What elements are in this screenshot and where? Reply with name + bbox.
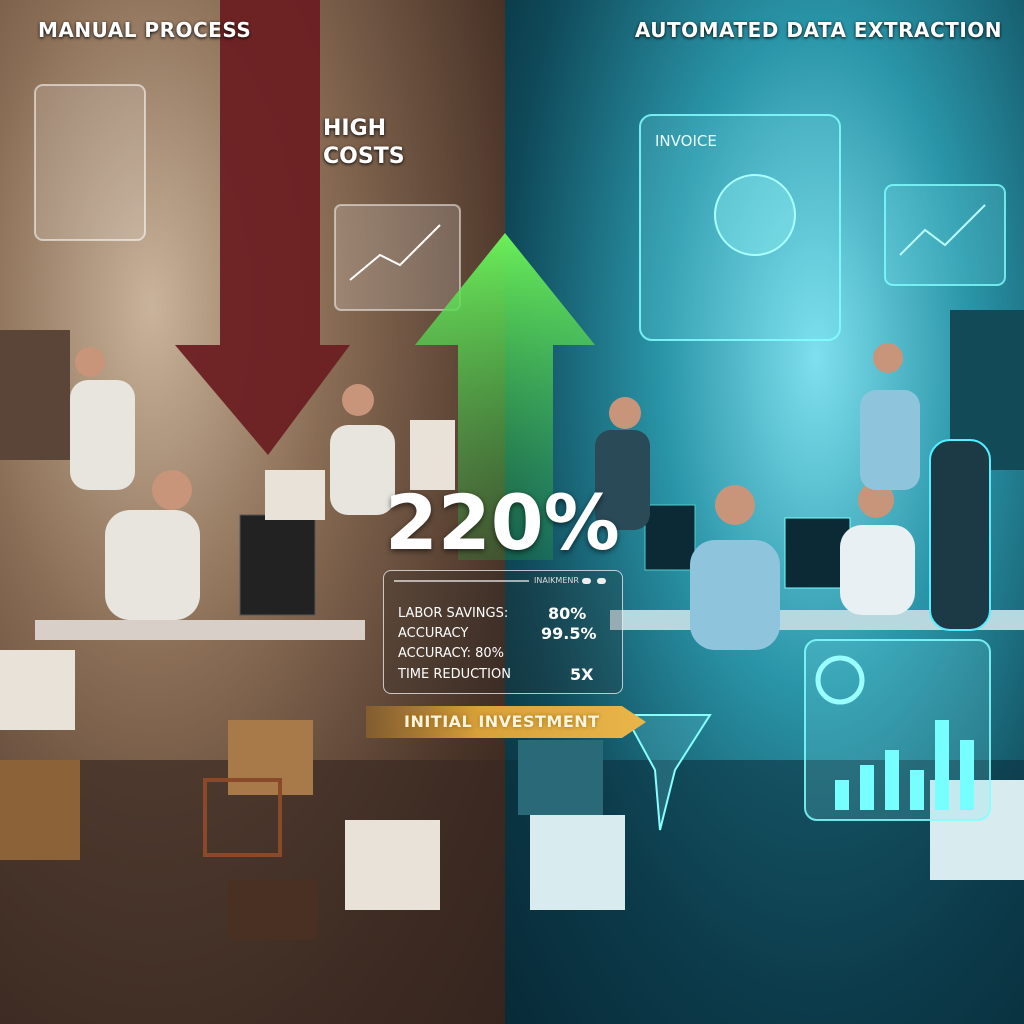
manual-process-heading: MANUAL PROCESS <box>38 18 252 42</box>
stat-value: 5X <box>570 665 594 684</box>
chart-hologram-line <box>899 204 986 256</box>
left-chart-panel <box>34 84 146 241</box>
left-growth-panel <box>334 204 461 311</box>
stats-panel: INAIKMENR LABOR SAVINGS: 80% ACCURACY 99… <box>383 570 623 694</box>
robot-arm <box>929 439 991 631</box>
chart-hologram <box>884 184 1006 286</box>
stat-value: 99.5% <box>541 624 597 643</box>
high-costs-line2: COSTS <box>323 144 405 169</box>
stat-label: LABOR SAVINGS: <box>398 606 509 621</box>
server-box <box>518 740 603 815</box>
roi-percentage: 220% <box>385 478 620 567</box>
left-monitor <box>239 514 316 616</box>
up-arrow-roi <box>415 233 595 560</box>
automated-workers <box>595 343 920 650</box>
manual-workers <box>70 347 395 620</box>
left-shelf <box>0 330 70 460</box>
stat-label: ACCURACY <box>398 626 469 641</box>
initial-investment-label: INITIAL INVESTMENT <box>404 712 600 731</box>
cardboard-box <box>228 720 313 795</box>
left-desk <box>35 620 365 640</box>
high-costs-label: HIGH COSTS <box>323 115 405 171</box>
high-costs-line1: HIGH <box>323 116 387 141</box>
automated-extraction-heading: AUTOMATED DATA EXTRACTION <box>634 18 1002 42</box>
funnel-hologram <box>623 714 712 831</box>
cardboard-box <box>0 760 80 860</box>
stat-label: TIME REDUCTION <box>398 667 511 682</box>
magnifier-hologram <box>714 174 796 256</box>
stat-row-accuracy: ACCURACY 99.5% <box>398 624 613 643</box>
stat-row-time-reduction: TIME REDUCTION 5X <box>398 665 613 684</box>
invoice-title: INVOICE <box>655 132 717 150</box>
stat-row-accuracy-manual: ACCURACY: 80% <box>398 646 613 661</box>
invoice-hologram <box>639 114 841 341</box>
stat-label: ACCURACY: 80% <box>398 646 504 661</box>
stats-header-bar <box>394 580 529 582</box>
panel-dot-icon <box>597 578 606 584</box>
right-paper-stack <box>530 815 625 910</box>
stat-row-labor-savings: LABOR SAVINGS: 80% <box>398 604 613 623</box>
initial-investment-arrow <box>366 706 646 738</box>
right-monitor <box>644 504 696 571</box>
stats-header-text: INAIKMENR <box>534 576 579 585</box>
dashboard-bars <box>835 720 974 810</box>
paper-stacks <box>0 420 455 910</box>
down-arrow-high-costs <box>175 0 350 455</box>
calculator <box>228 880 318 940</box>
panel-dot-icon <box>582 578 591 584</box>
dashboard-gauge <box>815 655 865 705</box>
stat-value: 80% <box>548 604 587 623</box>
left-growth-line <box>349 224 441 281</box>
abacus <box>203 778 282 857</box>
